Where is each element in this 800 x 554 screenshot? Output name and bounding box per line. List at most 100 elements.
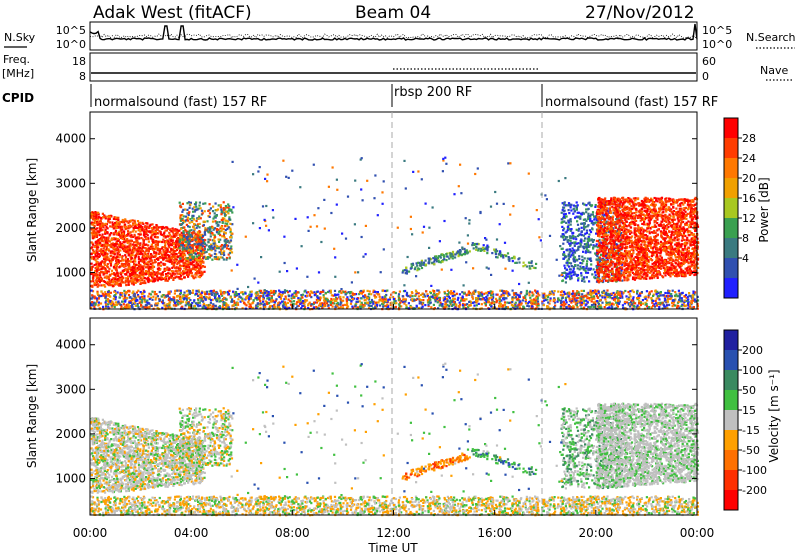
data-cell — [94, 233, 97, 236]
data-cell — [114, 280, 117, 283]
data-cell — [153, 279, 156, 282]
data-cell — [593, 215, 596, 218]
data-cell — [178, 251, 181, 254]
data-cell — [138, 264, 141, 267]
data-cell — [222, 234, 225, 237]
data-cell — [570, 249, 573, 253]
data-cell — [94, 212, 97, 215]
data-cell — [125, 234, 128, 237]
data-cell — [104, 269, 107, 272]
data-cell — [135, 248, 138, 251]
data-cell — [532, 266, 535, 269]
data-cell — [90, 267, 93, 270]
data-cell — [570, 274, 573, 277]
data-cell — [230, 234, 233, 237]
data-cell — [164, 245, 167, 248]
data-cell — [139, 258, 142, 261]
data-cell — [686, 236, 689, 239]
data-cell — [641, 241, 644, 244]
data-cell — [141, 226, 144, 229]
data-cell — [567, 204, 570, 207]
data-cell — [125, 220, 129, 223]
data-cell — [148, 257, 151, 260]
data-cell — [197, 246, 200, 249]
data-cell — [141, 249, 144, 252]
data-cell — [584, 251, 587, 254]
data-cell — [604, 255, 607, 258]
data-cell — [142, 228, 146, 231]
data-cell — [144, 247, 147, 250]
data-cell — [569, 206, 572, 209]
data-cell — [578, 233, 581, 237]
data-cell — [619, 234, 622, 237]
data-cell — [161, 271, 165, 274]
data-cell — [584, 250, 588, 253]
data-cell — [146, 234, 149, 237]
data-cell — [618, 225, 621, 228]
data-cell — [464, 251, 467, 254]
data-cell — [588, 201, 591, 204]
data-cell — [203, 265, 206, 268]
data-cell — [583, 267, 586, 270]
data-cell — [461, 246, 464, 249]
data-cell — [193, 228, 196, 231]
data-cell — [576, 274, 580, 277]
data-cell — [131, 278, 134, 281]
data-cell — [97, 268, 100, 272]
data-cell — [179, 271, 182, 274]
data-cell — [128, 244, 131, 247]
data-cell — [176, 267, 179, 270]
data-cell — [134, 222, 137, 225]
data-cell — [127, 264, 130, 267]
data-cell — [132, 245, 136, 248]
data-cell — [162, 258, 165, 261]
data-cell — [619, 227, 622, 231]
data-cell — [160, 227, 164, 230]
data-cell — [173, 273, 176, 276]
data-cell — [199, 217, 202, 220]
data-cell — [94, 255, 97, 258]
data-cell — [134, 260, 137, 263]
data-cell — [153, 250, 156, 253]
data-cell — [640, 243, 643, 246]
data-cell — [139, 242, 142, 245]
data-cell — [665, 271, 668, 274]
data-cell — [579, 215, 582, 218]
data-cell — [585, 267, 588, 270]
data-cell — [168, 231, 171, 234]
data-cell — [572, 207, 575, 210]
data-cell — [477, 247, 480, 250]
data-cell — [106, 270, 109, 273]
data-cell — [588, 239, 591, 242]
data-cell — [110, 232, 113, 235]
data-cell — [580, 272, 583, 275]
data-cell — [439, 261, 442, 264]
data-cell — [151, 245, 154, 248]
data-cell — [577, 242, 580, 245]
cpid-segment-2: rbsp 200 RF — [394, 85, 472, 100]
data-cell — [472, 247, 475, 250]
data-cell — [428, 258, 431, 261]
data-cell — [563, 253, 566, 256]
data-cell — [119, 243, 122, 246]
data-cell — [199, 239, 202, 242]
data-cell — [417, 267, 420, 270]
data-cell — [433, 263, 436, 266]
data-cell — [583, 222, 586, 226]
data-cell — [116, 252, 119, 255]
data-cell — [680, 239, 683, 242]
data-cell — [607, 215, 610, 218]
data-cell — [575, 201, 578, 204]
data-cell — [110, 242, 113, 245]
data-cell — [110, 260, 113, 263]
data-cell — [151, 228, 154, 231]
data-cell — [648, 220, 651, 223]
data-cell — [98, 234, 101, 237]
data-cell — [595, 265, 598, 268]
data-cell — [147, 237, 150, 240]
data-cell — [596, 213, 599, 216]
data-cell — [185, 249, 188, 252]
data-cell — [187, 275, 190, 278]
data-cell — [156, 276, 159, 279]
data-cell — [566, 239, 569, 242]
